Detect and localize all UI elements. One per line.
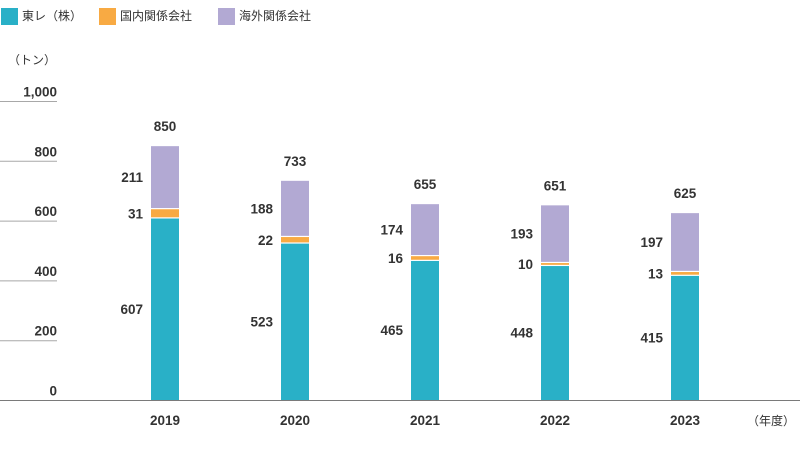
value-label-2023-series-1: 13 [648, 266, 664, 281]
legend-swatch-overseas-affiliates [218, 7, 235, 25]
total-label-2022: 651 [544, 178, 567, 193]
total-label-2023: 625 [674, 186, 697, 201]
x-axis-title: （年度） [747, 413, 795, 428]
bar-2020-series-2 [281, 180, 309, 236]
bar-2020-series-0 [281, 243, 309, 400]
value-label-2021-series-2: 174 [380, 223, 403, 238]
x-tick-label-2022: 2022 [540, 413, 570, 428]
total-labels: 850 733 655 651 625 [154, 119, 697, 201]
legend-swatch-toray [1, 7, 18, 25]
y-tick-label-1000: 1,000 [23, 85, 57, 100]
y-tick-label-800: 800 [34, 144, 57, 159]
bars [151, 146, 699, 400]
bar-2019-series-2 [151, 146, 179, 209]
bar-2021-series-0 [411, 260, 439, 400]
total-label-2021: 655 [414, 177, 437, 192]
legend-label-overseas-affiliates: 海外関係会社 [239, 9, 312, 23]
total-label-2019: 850 [154, 119, 177, 134]
legend-swatch-domestic-affiliates [99, 7, 116, 25]
y-tick-label-400: 400 [34, 264, 57, 279]
value-label-2022-series-2: 193 [510, 227, 533, 242]
value-label-2020-series-0: 523 [250, 314, 273, 329]
y-tick-label-0: 0 [49, 384, 57, 399]
value-label-2021-series-1: 16 [388, 251, 404, 266]
legend-label-domestic-affiliates: 国内関係会社 [120, 9, 193, 23]
value-label-2023-series-2: 197 [640, 235, 663, 250]
bar-2019-series-0 [151, 218, 179, 400]
legend-item-overseas-affiliates: 海外関係会社 [218, 7, 311, 25]
bar-2022-series-1 [541, 263, 569, 265]
x-axis-ticks: 2019 2020 2021 2022 2023 [150, 413, 701, 428]
bar-2023-series-2 [671, 213, 699, 271]
total-label-2020: 733 [284, 154, 307, 169]
legend-item-toray: 東レ（株） [1, 7, 82, 25]
legend-item-domestic-affiliates: 国内関係会社 [99, 7, 192, 25]
value-label-2022-series-0: 448 [510, 326, 533, 341]
value-labels: 607 31 211 523 22 188 465 16 174 448 10 193 415 13 197 [120, 170, 663, 345]
bar-2021-series-2 [411, 204, 439, 255]
y-tick-label-200: 200 [34, 324, 57, 339]
value-label-2019-series-2: 211 [121, 170, 143, 185]
value-label-2020-series-1: 22 [258, 233, 273, 248]
value-label-2019-series-1: 31 [128, 206, 144, 221]
value-label-2023-series-0: 415 [640, 330, 663, 345]
bar-2022-series-0 [541, 266, 569, 400]
legend-label-toray: 東レ（株） [22, 9, 83, 23]
bar-2019-series-1 [151, 209, 179, 218]
value-label-2022-series-1: 10 [518, 257, 533, 272]
value-label-2020-series-2: 188 [250, 201, 273, 216]
x-tick-label-2019: 2019 [150, 413, 180, 428]
y-axis-title: （トン） [8, 53, 56, 67]
chart-legend: 東レ（株） 国内関係会社 海外関係会社 [0, 7, 400, 25]
bar-2023-series-0 [671, 275, 699, 400]
x-tick-label-2021: 2021 [410, 413, 441, 428]
bar-2021-series-1 [411, 256, 439, 260]
y-axis-ticks: 0 200 400 600 800 1,000 [0, 85, 57, 399]
x-tick-label-2023: 2023 [670, 413, 701, 428]
bar-2020-series-1 [281, 237, 309, 243]
value-label-2019-series-0: 607 [120, 302, 143, 317]
value-label-2021-series-0: 465 [380, 323, 403, 338]
bar-2023-series-1 [671, 272, 699, 275]
y-tick-label-600: 600 [34, 204, 57, 219]
bar-2022-series-2 [541, 205, 569, 262]
x-tick-label-2020: 2020 [280, 413, 310, 428]
